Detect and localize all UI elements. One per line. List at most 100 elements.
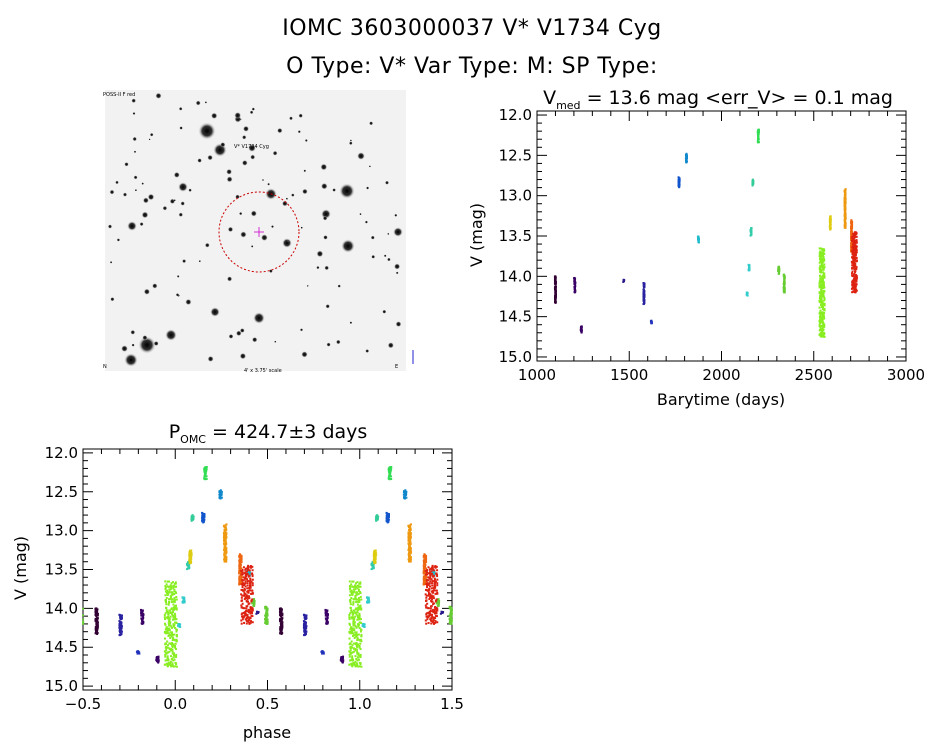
- star: [324, 265, 330, 271]
- light-curve-point: [642, 297, 645, 300]
- star: [195, 100, 201, 106]
- phased-curve-point: [169, 634, 172, 637]
- phased-curve-point: [249, 589, 252, 592]
- light-curve-point: [852, 258, 855, 261]
- phased-curve-title: POMC = 424.7±3 days: [169, 421, 368, 446]
- phased-curve-point: [241, 586, 244, 589]
- phased-curve-point: [305, 617, 308, 620]
- light-curve-point: [823, 263, 826, 266]
- light-curve-point: [580, 331, 583, 334]
- phased-curve-point: [426, 586, 429, 589]
- phased-curve-point: [201, 519, 204, 522]
- phased-curve-point: [167, 620, 170, 623]
- light-curve-xlabel: Barytime (days): [657, 390, 785, 409]
- light-curve-point: [855, 240, 858, 243]
- light-curve-point: [819, 280, 822, 283]
- phased-curve-point: [374, 560, 377, 563]
- light-curve-point: [821, 251, 824, 254]
- phased-curve-point: [241, 579, 244, 582]
- phased-curve-point: [325, 617, 328, 620]
- star: [282, 238, 292, 248]
- phased-curve-point: [424, 580, 427, 583]
- phased-curve-point: [238, 556, 241, 559]
- phased-curve-point: [304, 618, 307, 621]
- phased-curve-point: [166, 580, 169, 583]
- phased-curve-point: [251, 575, 254, 578]
- phased-curve-point: [240, 561, 243, 564]
- phased-curve-point: [360, 608, 363, 611]
- star: [274, 340, 277, 343]
- phased-curve-point: [429, 609, 432, 612]
- light-curve-point: [819, 327, 822, 330]
- phased-curve-point: [361, 624, 364, 627]
- phased-curve-point: [95, 611, 98, 614]
- phased-curve-point: [435, 598, 438, 601]
- phased-curve-point: [157, 656, 160, 659]
- phased-curve-point: [118, 620, 121, 623]
- phased-curve-point: [175, 621, 178, 624]
- phased-curve-point: [426, 568, 429, 571]
- light-curve-point: [823, 325, 826, 328]
- phased-curve-point: [225, 523, 228, 526]
- star: [227, 226, 234, 233]
- phased-curve-point: [437, 602, 440, 605]
- phased-curve-point: [354, 655, 357, 658]
- phased-curve-point: [428, 568, 431, 571]
- phased-curve-point: [243, 612, 246, 615]
- phased-curve-point: [387, 513, 390, 516]
- phased-curve-point: [241, 594, 244, 597]
- phased-curve-point: [423, 558, 426, 561]
- phased-curve-point: [358, 618, 361, 621]
- phased-curve-point: [388, 473, 391, 476]
- phased-curve-point: [350, 664, 353, 667]
- phased-curve-point: [171, 646, 174, 649]
- phased-curve-point: [281, 614, 284, 617]
- light-curve-point: [828, 221, 831, 224]
- phased-curve-point: [279, 617, 282, 620]
- light-curve-point: [819, 277, 822, 280]
- phased-curve-point: [280, 632, 283, 635]
- phased-curve-point: [376, 514, 379, 517]
- phased-curve-point: [157, 661, 160, 664]
- phased-curve-point: [350, 626, 353, 629]
- light-curve-point: [746, 292, 749, 295]
- phased-curve-point: [360, 640, 363, 643]
- star: [368, 165, 371, 168]
- phased-curve-point: [251, 602, 254, 605]
- phased-curve-point: [422, 570, 425, 573]
- phased-curve-point: [172, 614, 175, 617]
- phased-curve-point: [352, 624, 355, 627]
- phased-curve-point: [223, 540, 226, 543]
- phased-curve-point: [326, 619, 329, 622]
- phased-curve-point: [431, 591, 434, 594]
- phased-curve-point: [203, 475, 206, 478]
- phased-curve-point: [357, 638, 360, 641]
- phased-curve-point: [253, 600, 256, 603]
- phased-curve-point: [174, 639, 177, 642]
- light-curve-point: [574, 281, 577, 284]
- title-line-2: O Type: V* Var Type: M: SP Type:: [286, 54, 658, 79]
- phased-curve-point: [366, 596, 369, 599]
- light-curve-point: [844, 189, 847, 192]
- phased-curve-point: [163, 663, 166, 666]
- phased-curve-point: [174, 661, 177, 664]
- light-curve-point: [821, 295, 824, 298]
- phased-curve-point: [408, 538, 411, 541]
- light-curve-point: [820, 297, 823, 300]
- phased-curve-point: [95, 620, 98, 623]
- light-curve-point: [822, 268, 825, 271]
- phased-curve-point: [241, 589, 244, 592]
- light-curve-point: [855, 288, 858, 291]
- light-curve-point: [820, 271, 823, 274]
- phased-curve-point: [246, 580, 249, 583]
- phased-curve-point: [264, 617, 267, 620]
- phased-curve-point: [246, 567, 249, 570]
- phased-curve-point: [351, 634, 354, 637]
- phased-curve-point: [349, 659, 352, 662]
- phased-curve-point: [164, 586, 167, 589]
- star: [148, 138, 151, 141]
- phased-curve-point: [120, 632, 123, 635]
- phased-curve-point: [203, 515, 206, 518]
- phased-curve-point: [353, 647, 356, 650]
